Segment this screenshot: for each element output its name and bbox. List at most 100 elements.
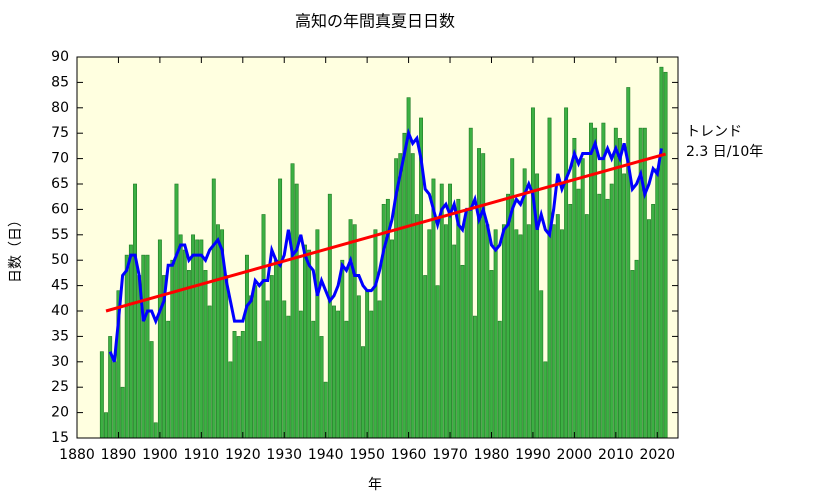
bar	[456, 198, 461, 439]
bar	[303, 244, 307, 439]
bar	[240, 331, 245, 439]
y-tick-label: 45	[51, 278, 69, 294]
bar	[290, 163, 295, 439]
bar	[348, 219, 353, 439]
bar	[559, 229, 564, 439]
bar	[427, 229, 432, 439]
bar	[634, 259, 639, 439]
trend-line	[105, 152, 666, 313]
y-tick-label: 80	[51, 100, 69, 116]
bar	[460, 264, 465, 439]
x-tick-label: 2000	[557, 447, 593, 463]
bar	[315, 229, 320, 439]
bar	[659, 66, 664, 439]
bar	[642, 127, 647, 439]
bar	[526, 224, 531, 439]
bar	[352, 224, 357, 439]
bar	[186, 270, 191, 439]
bar	[203, 270, 208, 439]
bar	[133, 183, 137, 439]
bar	[128, 244, 133, 439]
bar	[402, 132, 407, 439]
bar	[551, 224, 556, 439]
bar	[597, 193, 602, 439]
bar	[149, 341, 154, 439]
bar	[182, 249, 187, 439]
bar	[112, 361, 117, 439]
bar	[298, 310, 303, 439]
moving-average-line	[108, 128, 663, 363]
bar	[497, 320, 502, 439]
x-tick-label: 1880	[59, 447, 95, 463]
bar	[493, 229, 498, 439]
bar	[489, 270, 494, 439]
bar	[443, 224, 448, 439]
y-tick-label: 60	[51, 201, 69, 217]
bar	[390, 239, 394, 439]
bar	[311, 320, 316, 439]
bar	[381, 204, 386, 439]
x-axis-label: 年	[368, 477, 382, 493]
bar	[501, 224, 506, 439]
bar	[655, 168, 660, 439]
bar	[609, 183, 614, 439]
bar	[273, 259, 278, 439]
bar	[377, 300, 382, 439]
bar	[477, 148, 482, 439]
bar	[605, 198, 610, 439]
bar	[269, 275, 274, 439]
annotation: 2.3 日/10年	[686, 144, 763, 160]
y-tick-label: 85	[51, 74, 69, 90]
bar	[327, 193, 332, 439]
bar	[286, 315, 291, 439]
x-tick-label: 1950	[349, 447, 385, 463]
y-tick-label: 55	[51, 227, 69, 243]
bar	[572, 137, 577, 439]
y-axis-label: 日数（日）	[8, 213, 24, 283]
x-tick-label: 1980	[474, 447, 510, 463]
bar	[547, 117, 552, 439]
bar	[340, 259, 345, 439]
y-tick-label: 30	[51, 354, 69, 370]
bar	[253, 285, 258, 439]
bar	[630, 270, 635, 439]
bar	[170, 259, 175, 439]
bar	[618, 137, 622, 439]
bar	[410, 153, 415, 439]
bar	[157, 239, 162, 439]
bar	[99, 351, 104, 439]
bar	[104, 412, 108, 439]
x-tick-label: 1990	[515, 447, 551, 463]
bar	[215, 224, 220, 439]
bar	[178, 234, 183, 439]
x-tick-label: 2020	[639, 447, 675, 463]
y-tick-label: 15	[51, 430, 69, 446]
bar	[294, 183, 299, 439]
bar	[232, 331, 237, 439]
bar	[589, 122, 593, 439]
bar	[530, 107, 535, 439]
bar	[568, 204, 573, 439]
x-tick-label: 1890	[101, 447, 137, 463]
bar	[236, 336, 241, 439]
bar	[448, 183, 452, 439]
y-tick-label: 25	[51, 379, 69, 395]
bar	[153, 422, 158, 439]
bar	[373, 229, 378, 439]
bar	[278, 178, 283, 439]
y-tick-label: 50	[51, 252, 69, 268]
bar	[663, 71, 668, 439]
chart-title: 高知の年間真夏日日数	[295, 12, 455, 31]
y-tick-label: 90	[51, 49, 69, 65]
annotation: トレンド	[686, 124, 742, 140]
bar	[207, 305, 212, 439]
x-tick-label: 1900	[142, 447, 178, 463]
bar	[647, 219, 651, 439]
x-tick-label: 1940	[308, 447, 344, 463]
bar	[228, 361, 233, 439]
y-tick-label: 35	[51, 328, 69, 344]
y-tick-label: 20	[51, 405, 69, 421]
bar	[485, 224, 490, 439]
x-tick-label: 1910	[184, 447, 220, 463]
